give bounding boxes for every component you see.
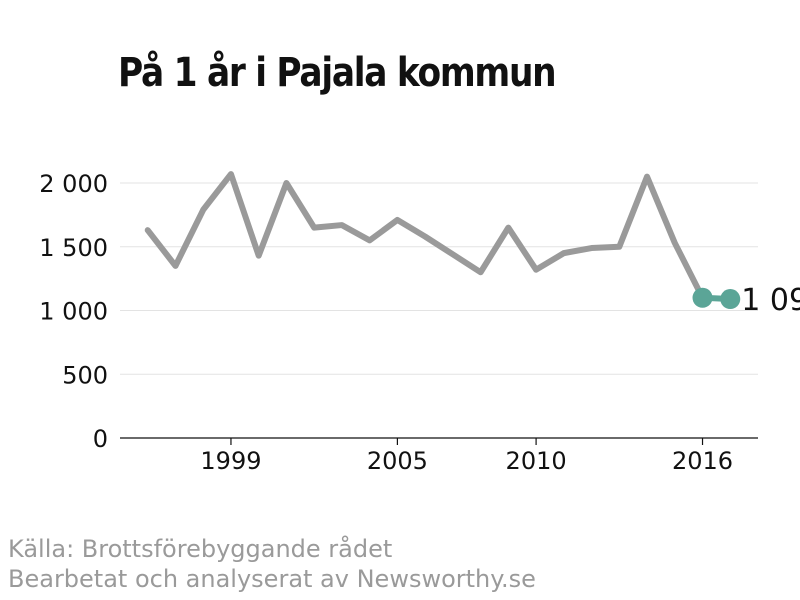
x-tick-label: 2005	[367, 447, 428, 475]
series-line	[144, 171, 706, 301]
highlight-point	[692, 287, 713, 308]
y-tick-label: 0	[93, 425, 108, 453]
y-tick-label: 2 000	[39, 170, 108, 198]
highlight-point	[720, 289, 741, 310]
x-tick-label: 2010	[506, 447, 567, 475]
credit-line: Bearbetat och analyserat av Newsworthy.s…	[8, 565, 536, 593]
y-tick-label: 1 000	[39, 298, 108, 326]
x-tick-label: 1999	[200, 447, 261, 475]
chart-title: På 1 år i Pajala kommun	[118, 50, 557, 96]
x-tick-label: 2016	[672, 447, 733, 475]
source-note: Källa: Brottsförebyggande rådet Bearbeta…	[8, 534, 536, 594]
end-value-label: 1 09	[741, 283, 800, 318]
source-line: Källa: Brottsförebyggande rådet	[8, 535, 393, 563]
y-tick-label: 1 500	[39, 234, 108, 262]
y-tick-label: 500	[62, 361, 108, 389]
